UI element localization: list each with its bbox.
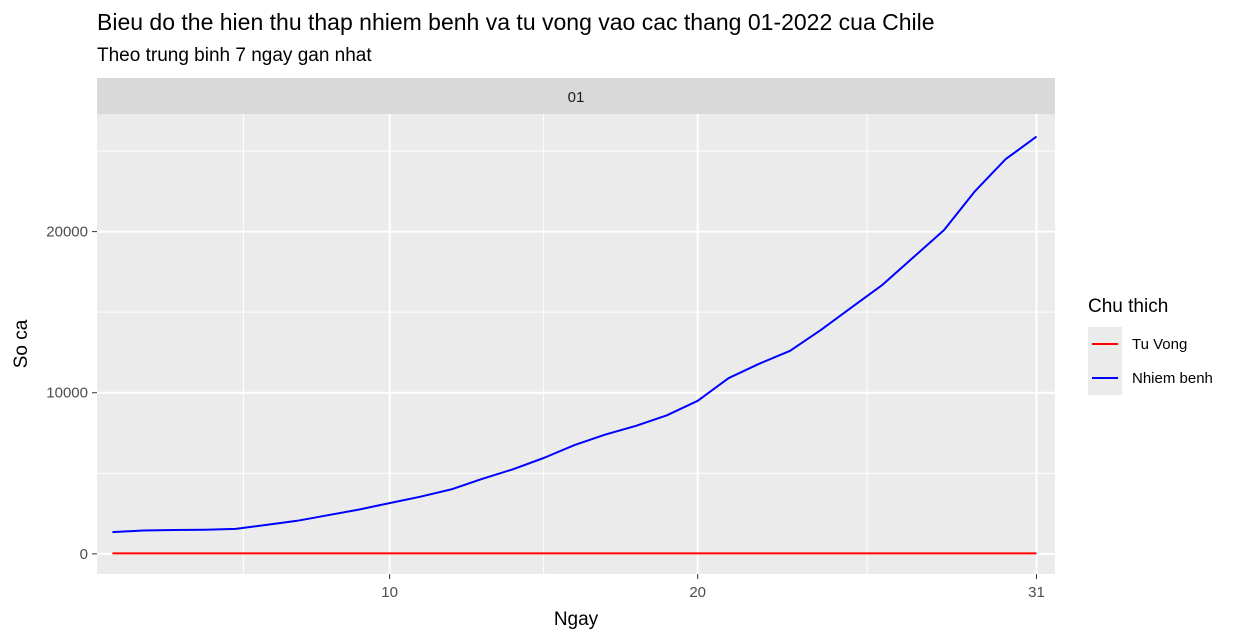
y-tick-label: 10000 [46,385,88,402]
legend-swatch-red [1092,343,1118,345]
legend-key [1088,361,1122,395]
legend-label: Tu Vong [1132,335,1188,353]
series-line-nhiem-benh [112,135,1038,534]
legend-item-nhiem-benh: Nhiem benh [1088,361,1248,395]
legend-swatch-blue [1092,377,1118,379]
plot-panel [97,114,1055,574]
x-axis: 10 20 31 [381,574,1045,601]
legend-key [1088,327,1122,361]
series-lines [112,135,1038,555]
facet-strip [97,78,1055,114]
legend-title: Chu thich [1088,296,1169,317]
chart-title: Bieu do the hien thu thap nhiem benh va … [97,9,935,35]
legend-item-tu-vong: Tu Vong [1088,327,1248,361]
legend: Chu thich Tu Vong Nhiem benh [1088,296,1248,395]
x-axis-title: Ngay [554,609,599,630]
x-tick-label: 31 [1028,584,1045,601]
x-tick-label: 10 [381,584,398,601]
chart-subtitle: Theo trung binh 7 ngay gan nhat [97,45,372,66]
y-tick-label: 0 [80,546,88,563]
y-tick-label: 20000 [46,224,88,241]
legend-label: Nhiem benh [1132,369,1213,387]
facet-strip-label: 01 [568,89,585,106]
y-axis-title: So ca [11,319,32,368]
x-tick-label: 20 [689,584,706,601]
y-axis: 0 10000 20000 [46,224,97,563]
